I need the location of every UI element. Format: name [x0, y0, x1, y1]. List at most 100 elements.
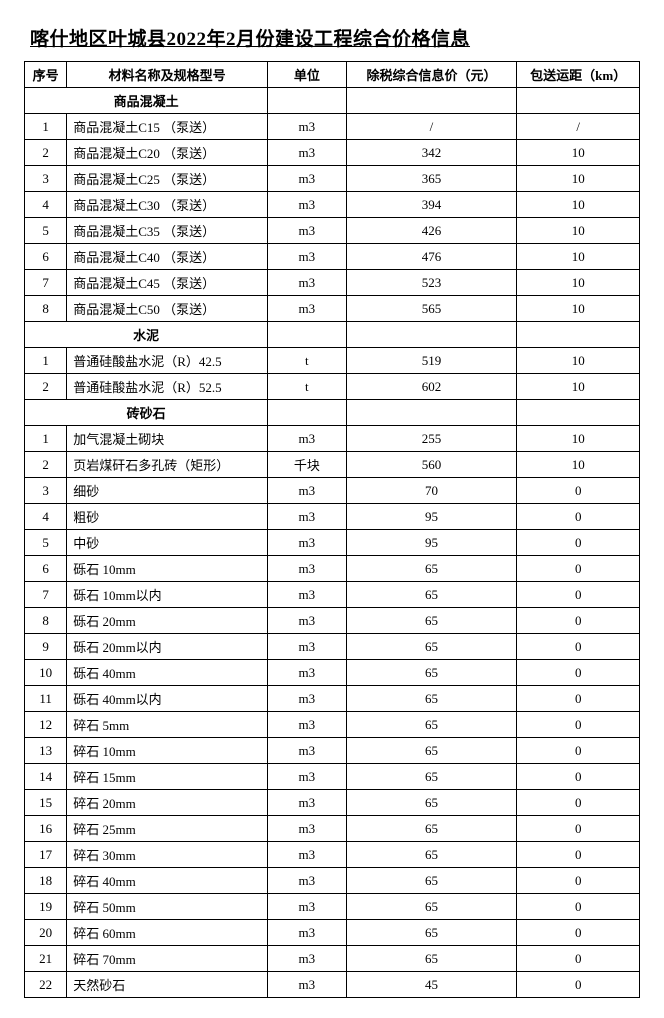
- table-row: 5商品混凝土C35 （泵送）m342610: [25, 218, 640, 244]
- cell-dist: 0: [517, 842, 640, 868]
- cell-price: 394: [346, 192, 517, 218]
- section-blank-cell: [346, 88, 517, 114]
- table-row: 4商品混凝土C30 （泵送）m339410: [25, 192, 640, 218]
- cell-price: 45: [346, 972, 517, 998]
- table-row: 1加气混凝土砌块m325510: [25, 426, 640, 452]
- cell-unit: m3: [268, 556, 346, 582]
- cell-seq: 4: [25, 504, 67, 530]
- price-table: 序号 材料名称及规格型号 单位 除税综合信息价（元） 包送运距（km） 商品混凝…: [24, 61, 640, 998]
- cell-price: 560: [346, 452, 517, 478]
- cell-unit: t: [268, 348, 346, 374]
- cell-seq: 6: [25, 244, 67, 270]
- cell-seq: 19: [25, 894, 67, 920]
- cell-price: 65: [346, 842, 517, 868]
- cell-name: 碎石 15mm: [67, 764, 268, 790]
- cell-dist: 0: [517, 712, 640, 738]
- cell-price: /: [346, 114, 517, 140]
- cell-seq: 2: [25, 140, 67, 166]
- cell-price: 519: [346, 348, 517, 374]
- cell-seq: 18: [25, 868, 67, 894]
- cell-seq: 21: [25, 946, 67, 972]
- cell-name: 商品混凝土C30 （泵送）: [67, 192, 268, 218]
- cell-seq: 2: [25, 374, 67, 400]
- table-row: 15碎石 20mmm3650: [25, 790, 640, 816]
- cell-price: 65: [346, 634, 517, 660]
- cell-name: 中砂: [67, 530, 268, 556]
- cell-price: 65: [346, 582, 517, 608]
- cell-dist: 0: [517, 686, 640, 712]
- table-row: 8砾石 20mmm3650: [25, 608, 640, 634]
- section-heading: 水泥: [25, 322, 268, 348]
- table-row: 18碎石 40mmm3650: [25, 868, 640, 894]
- cell-dist: 10: [517, 270, 640, 296]
- section-blank-cell: [517, 400, 640, 426]
- cell-name: 碎石 30mm: [67, 842, 268, 868]
- cell-name: 碎石 60mm: [67, 920, 268, 946]
- cell-price: 365: [346, 166, 517, 192]
- cell-unit: m3: [268, 426, 346, 452]
- section-heading-row: 水泥: [25, 322, 640, 348]
- cell-dist: 0: [517, 634, 640, 660]
- section-heading: 砖砂石: [25, 400, 268, 426]
- cell-price: 65: [346, 920, 517, 946]
- cell-unit: m3: [268, 920, 346, 946]
- table-row: 1商品混凝土C15 （泵送）m3//: [25, 114, 640, 140]
- table-row: 22天然砂石m3450: [25, 972, 640, 998]
- cell-price: 65: [346, 556, 517, 582]
- table-row: 13碎石 10mmm3650: [25, 738, 640, 764]
- cell-dist: 0: [517, 738, 640, 764]
- cell-unit: m3: [268, 608, 346, 634]
- table-row: 2商品混凝土C20 （泵送）m334210: [25, 140, 640, 166]
- table-row: 20碎石 60mmm3650: [25, 920, 640, 946]
- cell-name: 砾石 20mm以内: [67, 634, 268, 660]
- cell-seq: 8: [25, 296, 67, 322]
- cell-seq: 7: [25, 270, 67, 296]
- cell-dist: 0: [517, 660, 640, 686]
- cell-unit: m3: [268, 114, 346, 140]
- table-row: 19碎石 50mmm3650: [25, 894, 640, 920]
- cell-name: 商品混凝土C25 （泵送）: [67, 166, 268, 192]
- cell-unit: m3: [268, 842, 346, 868]
- cell-unit: m3: [268, 868, 346, 894]
- cell-price: 65: [346, 868, 517, 894]
- cell-price: 65: [346, 894, 517, 920]
- section-blank-cell: [517, 322, 640, 348]
- cell-dist: 0: [517, 582, 640, 608]
- cell-dist: 10: [517, 192, 640, 218]
- cell-unit: m3: [268, 504, 346, 530]
- cell-price: 523: [346, 270, 517, 296]
- col-unit: 单位: [268, 62, 346, 88]
- table-row: 6商品混凝土C40 （泵送）m347610: [25, 244, 640, 270]
- cell-price: 65: [346, 608, 517, 634]
- cell-name: 普通硅酸盐水泥（R）52.5: [67, 374, 268, 400]
- cell-seq: 1: [25, 114, 67, 140]
- cell-dist: 10: [517, 426, 640, 452]
- cell-seq: 9: [25, 634, 67, 660]
- cell-seq: 1: [25, 426, 67, 452]
- cell-dist: 0: [517, 478, 640, 504]
- cell-name: 商品混凝土C50 （泵送）: [67, 296, 268, 322]
- table-row: 21碎石 70mmm3650: [25, 946, 640, 972]
- cell-seq: 2: [25, 452, 67, 478]
- cell-unit: m3: [268, 790, 346, 816]
- cell-unit: m3: [268, 192, 346, 218]
- cell-dist: 10: [517, 166, 640, 192]
- page-title: 喀什地区叶城县2022年2月份建设工程综合价格信息: [30, 24, 640, 51]
- cell-price: 602: [346, 374, 517, 400]
- cell-seq: 10: [25, 660, 67, 686]
- section-blank-cell: [517, 88, 640, 114]
- cell-unit: m3: [268, 686, 346, 712]
- table-row: 11砾石 40mm以内m3650: [25, 686, 640, 712]
- table-row: 2普通硅酸盐水泥（R）52.5t60210: [25, 374, 640, 400]
- cell-dist: 0: [517, 556, 640, 582]
- cell-price: 65: [346, 686, 517, 712]
- cell-unit: m3: [268, 972, 346, 998]
- cell-price: 95: [346, 530, 517, 556]
- cell-dist: 0: [517, 504, 640, 530]
- cell-unit: m3: [268, 166, 346, 192]
- cell-unit: m3: [268, 218, 346, 244]
- table-row: 14碎石 15mmm3650: [25, 764, 640, 790]
- cell-dist: 10: [517, 218, 640, 244]
- section-blank-cell: [268, 400, 346, 426]
- cell-name: 细砂: [67, 478, 268, 504]
